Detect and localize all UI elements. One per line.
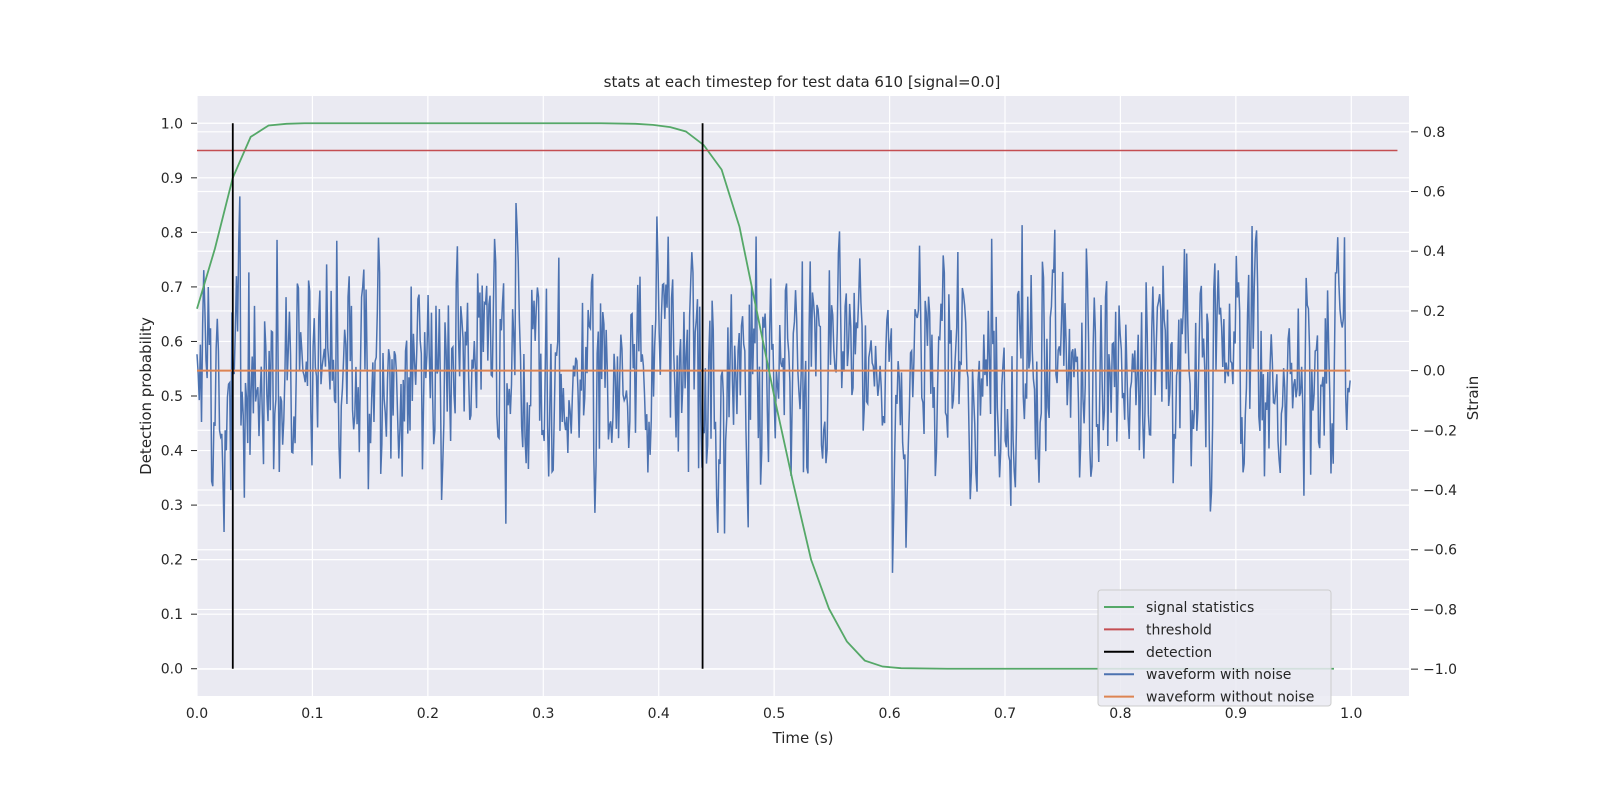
y-tick-label: 0.6	[161, 334, 183, 350]
y-tick-label: 0.7	[161, 280, 183, 296]
x-tick-label: 0.3	[532, 706, 554, 722]
x-axis-label: Time (s)	[772, 729, 834, 747]
y-tick-label: 0.5	[161, 389, 183, 405]
x-tick-label: 0.4	[648, 706, 670, 722]
legend-label-detection: detection	[1146, 645, 1212, 661]
x-tick-label: 0.2	[417, 706, 439, 722]
y-tick-label: 0.8	[161, 225, 183, 241]
x-tick-label: 0.6	[878, 706, 900, 722]
y2-tick-label: −0.2	[1423, 423, 1457, 439]
y2-tick-label: 0.8	[1423, 125, 1445, 141]
x-tick-label: 0.7	[994, 706, 1016, 722]
x-tick-label: 0.5	[763, 706, 785, 722]
y-tick-label: 0.4	[161, 444, 183, 460]
y2-tick-label: 0.0	[1423, 364, 1445, 380]
series-layer	[196, 122, 1398, 670]
y-tick-label: 0.0	[161, 662, 183, 678]
chart-title: stats at each timestep for test data 610…	[604, 73, 1001, 91]
y2-tick-label: −0.4	[1423, 483, 1457, 499]
x-tick-label: 0.9	[1225, 706, 1247, 722]
signal-statistics-line	[196, 122, 1334, 670]
y-tick-label: 0.3	[161, 498, 183, 514]
y-tick-label: 0.9	[161, 171, 183, 187]
x-tick-label: 0.1	[301, 706, 323, 722]
legend-label-waveform-with-noise: waveform with noise	[1146, 667, 1291, 683]
x-axis-ticks: 0.0 0.1 0.2 0.3 0.4 0.5 0.6 0.7 0.8 0.9 1.0	[186, 706, 1363, 722]
y-tick-label: 0.1	[161, 607, 183, 623]
legend-label-signal-statistics: signal statistics	[1146, 600, 1254, 616]
legend-box	[1097, 589, 1332, 707]
x-tick-label: 0.8	[1109, 706, 1131, 722]
y2-tick-label: −1.0	[1423, 662, 1457, 678]
y2-axis-label: Strain	[1464, 376, 1482, 420]
x-tick-label: 1.0	[1340, 706, 1362, 722]
y-tick-label: 0.2	[161, 553, 183, 569]
y2-tick-label: 0.2	[1423, 304, 1445, 320]
y2-tick-label: −0.8	[1423, 602, 1457, 618]
y2-tick-label: −0.6	[1423, 543, 1457, 559]
y2-tick-label: 0.6	[1423, 185, 1445, 201]
y-axis-label: Detection probability	[137, 317, 155, 475]
y-axis-ticks: 0.0 0.1 0.2 0.3 0.4 0.5 0.6 0.7 0.8 0.9 1.0	[161, 116, 197, 678]
legend-label-threshold: threshold	[1146, 622, 1212, 638]
y2-tick-label: 0.4	[1423, 244, 1445, 260]
y-tick-label: 1.0	[161, 116, 183, 132]
y2-axis-ticks: −1.0 −0.8 −0.6 −0.4 −0.2 0.0 0.2 0.4 0.6 0.8	[1411, 125, 1457, 678]
x-tick-label: 0.0	[186, 706, 208, 722]
legend-label-waveform-without-noise: waveform without noise	[1146, 690, 1314, 706]
legend: signal statistics threshold detection wavef…	[1097, 589, 1332, 707]
